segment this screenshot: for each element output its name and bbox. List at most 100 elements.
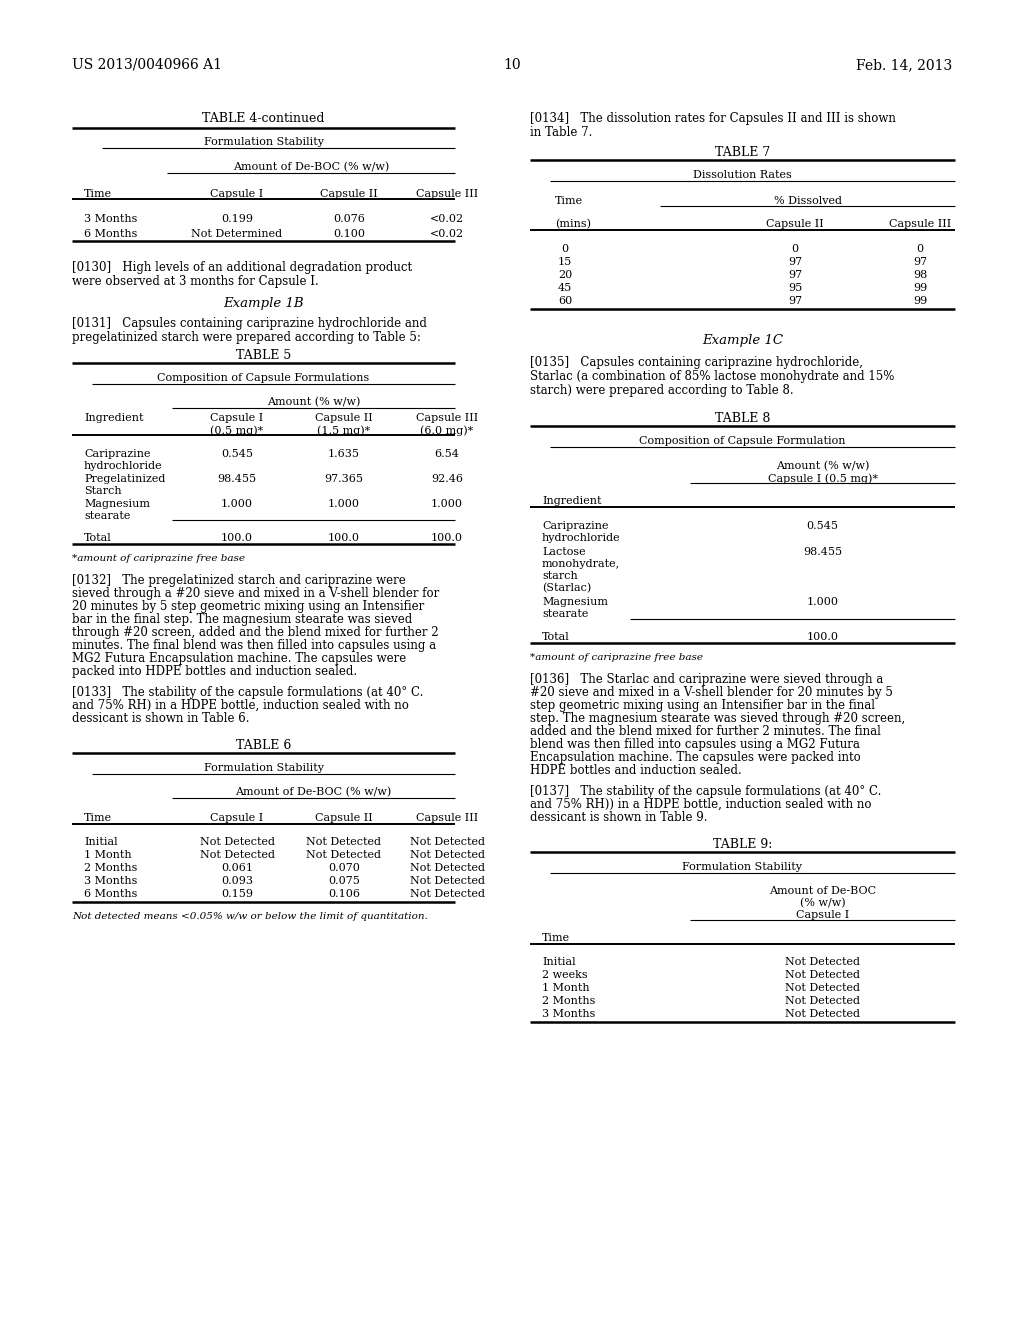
Text: 20: 20 — [558, 271, 572, 280]
Text: 100.0: 100.0 — [807, 632, 839, 642]
Text: dessicant is shown in Table 6.: dessicant is shown in Table 6. — [72, 711, 250, 725]
Text: Ingredient: Ingredient — [84, 413, 143, 422]
Text: TABLE 7: TABLE 7 — [715, 147, 770, 158]
Text: pregelatinized starch were prepared according to Table 5:: pregelatinized starch were prepared acco… — [72, 331, 421, 345]
Text: Encapsulation machine. The capsules were packed into: Encapsulation machine. The capsules were… — [530, 751, 861, 764]
Text: *amount of cariprazine free base: *amount of cariprazine free base — [72, 554, 245, 564]
Text: HDPE bottles and induction sealed.: HDPE bottles and induction sealed. — [530, 764, 741, 777]
Text: 0.075: 0.075 — [328, 876, 360, 886]
Text: Composition of Capsule Formulations: Composition of Capsule Formulations — [158, 374, 370, 383]
Text: 20 minutes by 5 step geometric mixing using an Intensifier: 20 minutes by 5 step geometric mixing us… — [72, 601, 424, 612]
Text: Amount of De-BOC (% w/w): Amount of De-BOC (% w/w) — [232, 162, 389, 173]
Text: 0.070: 0.070 — [328, 863, 360, 873]
Text: [0135]   Capsules containing cariprazine hydrochloride,: [0135] Capsules containing cariprazine h… — [530, 356, 863, 370]
Text: Not Detected: Not Detected — [785, 970, 860, 979]
Text: Time: Time — [84, 813, 112, 822]
Text: 97: 97 — [787, 271, 802, 280]
Text: Magnesium: Magnesium — [84, 499, 150, 510]
Text: 1 Month: 1 Month — [542, 983, 590, 993]
Text: Not Detected: Not Detected — [200, 837, 274, 847]
Text: 97: 97 — [787, 257, 802, 267]
Text: (% w/w): (% w/w) — [800, 898, 846, 908]
Text: 98.455: 98.455 — [217, 474, 257, 484]
Text: [0137]   The stability of the capsule formulations (at 40° C.: [0137] The stability of the capsule form… — [530, 785, 882, 799]
Text: Not Detected: Not Detected — [410, 837, 484, 847]
Text: 2 weeks: 2 weeks — [542, 970, 588, 979]
Text: (0.5 mg)*: (0.5 mg)* — [210, 425, 263, 436]
Text: Lactose: Lactose — [542, 546, 586, 557]
Text: Capsule II: Capsule II — [315, 413, 373, 422]
Text: 6 Months: 6 Months — [84, 888, 137, 899]
Text: [0131]   Capsules containing cariprazine hydrochloride and: [0131] Capsules containing cariprazine h… — [72, 317, 427, 330]
Text: (mins): (mins) — [555, 219, 591, 230]
Text: (Starlac): (Starlac) — [542, 583, 591, 593]
Text: Pregelatinized: Pregelatinized — [84, 474, 165, 484]
Text: Example 1B: Example 1B — [223, 297, 304, 310]
Text: 15: 15 — [558, 257, 572, 267]
Text: Capsule II: Capsule II — [321, 189, 378, 199]
Text: 2 Months: 2 Months — [542, 997, 595, 1006]
Text: Not Detected: Not Detected — [410, 850, 484, 861]
Text: 45: 45 — [558, 282, 572, 293]
Text: [0136]   The Starlac and cariprazine were sieved through a: [0136] The Starlac and cariprazine were … — [530, 673, 884, 686]
Text: Capsule I (0.5 mg)*: Capsule I (0.5 mg)* — [768, 473, 878, 483]
Text: Not Detected: Not Detected — [785, 997, 860, 1006]
Text: Time: Time — [84, 189, 112, 199]
Text: blend was then filled into capsules using a MG2 Futura: blend was then filled into capsules usin… — [530, 738, 860, 751]
Text: Capsule I: Capsule I — [210, 189, 263, 199]
Text: and 75% RH)) in a HDPE bottle, induction sealed with no: and 75% RH)) in a HDPE bottle, induction… — [530, 799, 871, 810]
Text: 95: 95 — [787, 282, 802, 293]
Text: (6.0 mg)*: (6.0 mg)* — [421, 425, 474, 436]
Text: TABLE 4-continued: TABLE 4-continued — [203, 112, 325, 125]
Text: 3 Months: 3 Months — [84, 214, 137, 224]
Text: [0134]   The dissolution rates for Capsules II and III is shown: [0134] The dissolution rates for Capsule… — [530, 112, 896, 125]
Text: 3 Months: 3 Months — [84, 876, 137, 886]
Text: 0.199: 0.199 — [221, 214, 253, 224]
Text: <0.02: <0.02 — [430, 228, 464, 239]
Text: step geometric mixing using an Intensifier bar in the final: step geometric mixing using an Intensifi… — [530, 700, 874, 711]
Text: Not detected means <0.05% w/w or below the limit of quantitation.: Not detected means <0.05% w/w or below t… — [72, 912, 428, 921]
Text: Not Detected: Not Detected — [200, 850, 274, 861]
Text: Formulation Stability: Formulation Stability — [204, 763, 324, 774]
Text: Feb. 14, 2013: Feb. 14, 2013 — [856, 58, 952, 73]
Text: 92.46: 92.46 — [431, 474, 463, 484]
Text: Not Detected: Not Detected — [785, 957, 860, 968]
Text: 6 Months: 6 Months — [84, 228, 137, 239]
Text: 0: 0 — [916, 244, 924, 253]
Text: Cariprazine: Cariprazine — [84, 449, 151, 459]
Text: 3 Months: 3 Months — [542, 1008, 595, 1019]
Text: TABLE 6: TABLE 6 — [236, 739, 291, 752]
Text: Cariprazine: Cariprazine — [542, 521, 608, 531]
Text: MG2 Futura Encapsulation machine. The capsules were: MG2 Futura Encapsulation machine. The ca… — [72, 652, 407, 665]
Text: 97: 97 — [913, 257, 927, 267]
Text: through #20 screen, added and the blend mixed for further 2: through #20 screen, added and the blend … — [72, 626, 438, 639]
Text: Not Detected: Not Detected — [785, 1008, 860, 1019]
Text: 1.000: 1.000 — [431, 499, 463, 510]
Text: Composition of Capsule Formulation: Composition of Capsule Formulation — [639, 436, 846, 446]
Text: 0.100: 0.100 — [333, 228, 365, 239]
Text: 6.54: 6.54 — [434, 449, 460, 459]
Text: starch) were prepared according to Table 8.: starch) were prepared according to Table… — [530, 384, 794, 397]
Text: TABLE 8: TABLE 8 — [715, 412, 770, 425]
Text: Not Detected: Not Detected — [410, 888, 484, 899]
Text: % Dissolved: % Dissolved — [773, 195, 842, 206]
Text: Not Detected: Not Detected — [785, 983, 860, 993]
Text: Capsule III: Capsule III — [889, 219, 951, 228]
Text: 10: 10 — [503, 58, 521, 73]
Text: Capsule III: Capsule III — [416, 189, 478, 199]
Text: 0.545: 0.545 — [221, 449, 253, 459]
Text: minutes. The final blend was then filled into capsules using a: minutes. The final blend was then filled… — [72, 639, 436, 652]
Text: 98.455: 98.455 — [803, 546, 842, 557]
Text: 100.0: 100.0 — [328, 533, 360, 543]
Text: in Table 7.: in Table 7. — [530, 125, 592, 139]
Text: TABLE 5: TABLE 5 — [236, 348, 291, 362]
Text: Capsule II: Capsule II — [315, 813, 373, 822]
Text: 1.000: 1.000 — [328, 499, 360, 510]
Text: 0.076: 0.076 — [333, 214, 365, 224]
Text: Formulation Stability: Formulation Stability — [683, 862, 803, 873]
Text: dessicant is shown in Table 9.: dessicant is shown in Table 9. — [530, 810, 708, 824]
Text: #20 sieve and mixed in a V-shell blender for 20 minutes by 5: #20 sieve and mixed in a V-shell blender… — [530, 686, 893, 700]
Text: bar in the final step. The magnesium stearate was sieved: bar in the final step. The magnesium ste… — [72, 612, 413, 626]
Text: Capsule I: Capsule I — [210, 413, 263, 422]
Text: 99: 99 — [912, 282, 927, 293]
